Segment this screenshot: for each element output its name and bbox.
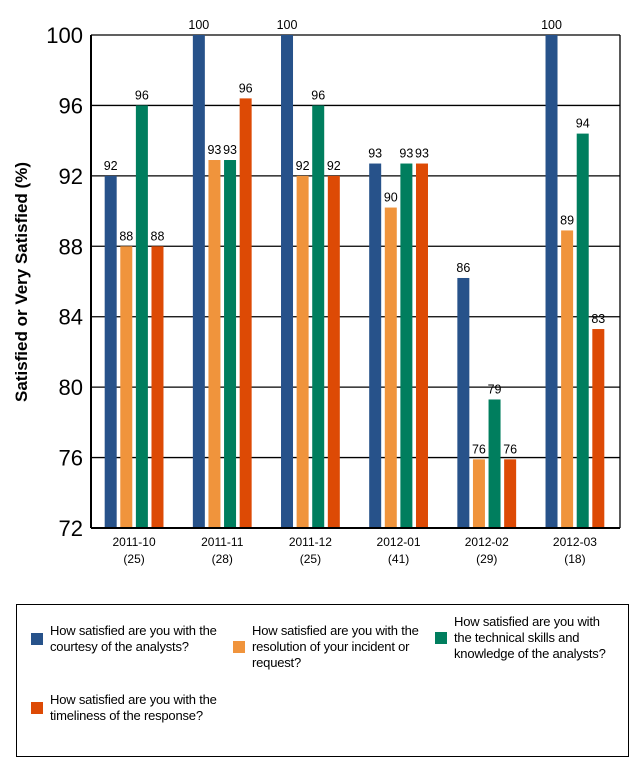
data-label: 100 bbox=[188, 18, 209, 32]
x-tick-count: (25) bbox=[123, 552, 144, 566]
bar bbox=[472, 459, 485, 528]
legend-label: How satisfied are you with the resolutio… bbox=[252, 623, 419, 670]
data-label: 83 bbox=[591, 312, 605, 326]
x-tick-label: 2012-01 bbox=[377, 535, 421, 549]
bar bbox=[296, 175, 309, 528]
y-tick-label: 92 bbox=[59, 164, 83, 189]
data-label: 90 bbox=[384, 191, 398, 205]
data-label: 93 bbox=[223, 143, 237, 157]
bar bbox=[192, 35, 205, 528]
data-label: 94 bbox=[576, 117, 590, 131]
legend-swatch-resolution bbox=[233, 641, 245, 653]
bar bbox=[208, 160, 221, 528]
data-label: 93 bbox=[207, 143, 221, 157]
legend-label: How satisfied are you with the courtesy … bbox=[50, 623, 217, 654]
bar bbox=[561, 230, 574, 529]
y-tick-label: 80 bbox=[59, 375, 83, 400]
bar bbox=[457, 277, 470, 528]
x-tick-count: (18) bbox=[564, 552, 585, 566]
axes bbox=[90, 35, 621, 529]
data-label: 92 bbox=[296, 159, 310, 173]
data-label: 96 bbox=[239, 81, 253, 95]
bar bbox=[239, 98, 252, 528]
bar bbox=[504, 459, 517, 528]
bar bbox=[135, 105, 148, 528]
x-tick-label: 2011-10 bbox=[113, 535, 156, 549]
data-label: 96 bbox=[135, 88, 149, 102]
x-tick-count: (29) bbox=[476, 552, 497, 566]
x-tick-label: 2012-03 bbox=[553, 535, 597, 549]
bar bbox=[400, 163, 413, 528]
y-tick-label: 84 bbox=[59, 305, 83, 330]
y-tick-label: 100 bbox=[46, 23, 83, 48]
x-tick-count: (28) bbox=[212, 552, 233, 566]
legend-swatch-timeliness bbox=[31, 702, 43, 714]
bar bbox=[224, 160, 237, 528]
data-label: 93 bbox=[415, 147, 429, 161]
bar bbox=[120, 246, 133, 529]
y-axis-label: Satisfied or Very Satisfied (%) bbox=[12, 162, 31, 402]
legend-item-timeliness: How satisfied are you with the timelines… bbox=[31, 692, 230, 724]
legend: How satisfied are you with the courtesy … bbox=[16, 604, 629, 757]
bar bbox=[151, 246, 164, 529]
data-label: 100 bbox=[541, 18, 562, 32]
y-tick-label: 72 bbox=[59, 516, 83, 541]
bar bbox=[576, 133, 589, 528]
x-tick-label: 2012-02 bbox=[465, 535, 509, 549]
x-tick-label: 2011-11 bbox=[201, 535, 244, 549]
bar bbox=[545, 35, 558, 528]
legend-swatch-courtesy bbox=[31, 633, 43, 645]
legend-item-courtesy: How satisfied are you with the courtesy … bbox=[31, 623, 230, 655]
data-label: 93 bbox=[368, 147, 382, 161]
x-tick-labels: 2011-10 (25) 2011-11 (28) 2011-12 (25) 2012-01… bbox=[113, 535, 598, 566]
bar bbox=[384, 207, 397, 529]
bar bbox=[327, 175, 340, 528]
legend-swatch-technical bbox=[435, 632, 447, 644]
data-label: 93 bbox=[399, 147, 413, 161]
y-tick-labels: 72 76 80 84 88 92 96 100 bbox=[46, 23, 83, 541]
bar bbox=[369, 163, 382, 528]
bar bbox=[312, 105, 325, 528]
y-tick-label: 96 bbox=[59, 93, 83, 118]
x-tick-count: (41) bbox=[388, 552, 409, 566]
bars bbox=[104, 35, 605, 529]
data-label: 96 bbox=[311, 88, 325, 102]
bar bbox=[281, 35, 294, 528]
data-label: 86 bbox=[456, 261, 470, 275]
bar bbox=[488, 399, 501, 528]
bar bbox=[104, 175, 117, 528]
legend-item-resolution: How satisfied are you with the resolutio… bbox=[233, 623, 432, 671]
y-tick-label: 88 bbox=[59, 234, 83, 259]
legend-label: How satisfied are you with the timelines… bbox=[50, 692, 217, 723]
data-label: 76 bbox=[503, 442, 517, 456]
data-label: 88 bbox=[119, 229, 133, 243]
data-label: 92 bbox=[327, 159, 341, 173]
bar bbox=[415, 163, 428, 528]
data-label: 100 bbox=[277, 18, 298, 32]
data-label: 88 bbox=[151, 229, 165, 243]
bar bbox=[592, 329, 605, 528]
legend-item-technical: How satisfied are you with the technical… bbox=[435, 614, 614, 662]
gridlines bbox=[91, 34, 620, 529]
legend-label: How satisfied are you with the technical… bbox=[454, 614, 606, 661]
y-tick-label: 76 bbox=[59, 446, 83, 471]
data-label: 92 bbox=[104, 159, 118, 173]
data-label: 79 bbox=[488, 382, 502, 396]
x-tick-label: 2011-12 bbox=[289, 535, 332, 549]
data-label: 76 bbox=[472, 442, 486, 456]
data-label: 89 bbox=[560, 213, 574, 227]
x-tick-count: (25) bbox=[300, 552, 321, 566]
